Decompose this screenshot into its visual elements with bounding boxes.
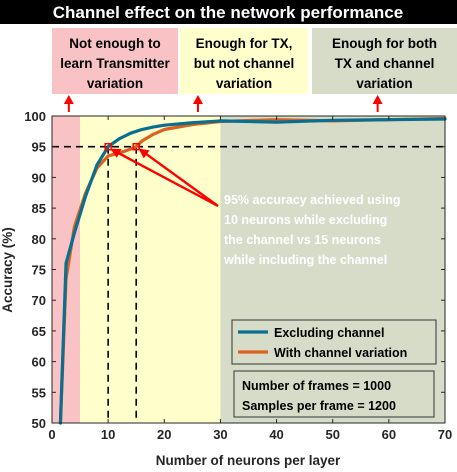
zone-arrows [63,95,383,112]
y-tick-label: 70 [32,293,46,308]
y-tick-label: 75 [32,263,46,278]
annotation: 95% accuracy achieved using 10 neurons wh… [110,148,400,267]
x-tick-label: 60 [382,427,396,442]
annotation-arrow [138,148,219,207]
x-axis-label: Number of neurons per layer [156,453,341,468]
plot-zones [52,116,445,423]
annotation-line: 95% accuracy achieved using [224,193,400,207]
y-tick-label: 65 [32,324,46,339]
marker-layer [104,142,140,151]
zone-header-line: Enough for both [332,36,437,51]
zone-header-box [180,28,308,94]
zone-header-line: but not channel [194,56,295,71]
annotation-line: while including the channel [223,253,387,267]
title-bar [0,0,457,24]
zone-arrow-head [63,95,74,104]
y-ticks: 50 55 60 65 70 75 80 85 90 95 100 [24,109,445,431]
y-tick-label: 50 [32,416,46,431]
x-tick-label: 20 [157,427,171,442]
annotation-line: 10 neurons while excluding [224,213,387,227]
plot-zone-band [80,116,221,423]
chart-title: Channel effect on the network performanc… [53,3,403,22]
zone-arrow-head [372,95,383,104]
zone-header-line: variation [216,76,272,91]
y-tick-label: 55 [32,385,46,400]
x-tick-label: 40 [269,427,283,442]
x-tick-label: 30 [213,427,227,442]
x-ticks: 0 10 20 30 40 50 60 70 [48,116,452,442]
y-axis-label: Accuracy (%) [0,227,15,313]
legend-box [231,319,437,365]
y-tick-label: 90 [32,170,46,185]
zone-headers: Not enough to learn Transmitter variation E… [52,28,457,94]
x-tick-label: 10 [101,427,115,442]
info-line: Samples per frame = 1200 [242,399,396,413]
x-tick-label: 50 [325,427,339,442]
legend-label: With channel variation [274,346,407,360]
legend-label: Excluding channel [274,326,384,340]
highlight-marker [104,142,112,151]
info-line: Number of frames = 1000 [242,379,391,393]
zone-header-line: Not enough to [69,36,160,51]
y-tick-label: 100 [24,109,46,124]
zone-header-line: variation [87,76,143,91]
info-box: Number of frames = 1000 Samples per frame… [233,370,435,418]
zone-header-line: TX and channel [335,56,435,71]
annotation-line: the channel vs 15 neurons [224,233,381,247]
y-tick-label: 60 [32,355,46,370]
y-tick-label: 80 [32,232,46,247]
plot-zone-band [220,116,445,423]
legend: Excluding channel With channel variation [231,319,437,365]
x-tick-label: 70 [438,427,452,442]
zone-header-line: learn Transmitter [60,56,170,71]
info-box-frame [233,370,435,418]
zone-header-line: Enough for TX, [196,36,293,51]
series-line-excluding-channel [58,117,447,425]
annotation-arrow [110,148,219,208]
zone-header-box [52,28,178,94]
zone-arrow-head [192,95,203,104]
y-tick-label: 95 [32,140,46,155]
y-tick-label: 85 [32,201,46,216]
zone-header-box [312,28,457,94]
x-tick-label: 0 [48,427,55,442]
highlight-marker [132,142,140,151]
reference-lines [52,145,445,423]
zone-header-line: variation [356,76,412,91]
